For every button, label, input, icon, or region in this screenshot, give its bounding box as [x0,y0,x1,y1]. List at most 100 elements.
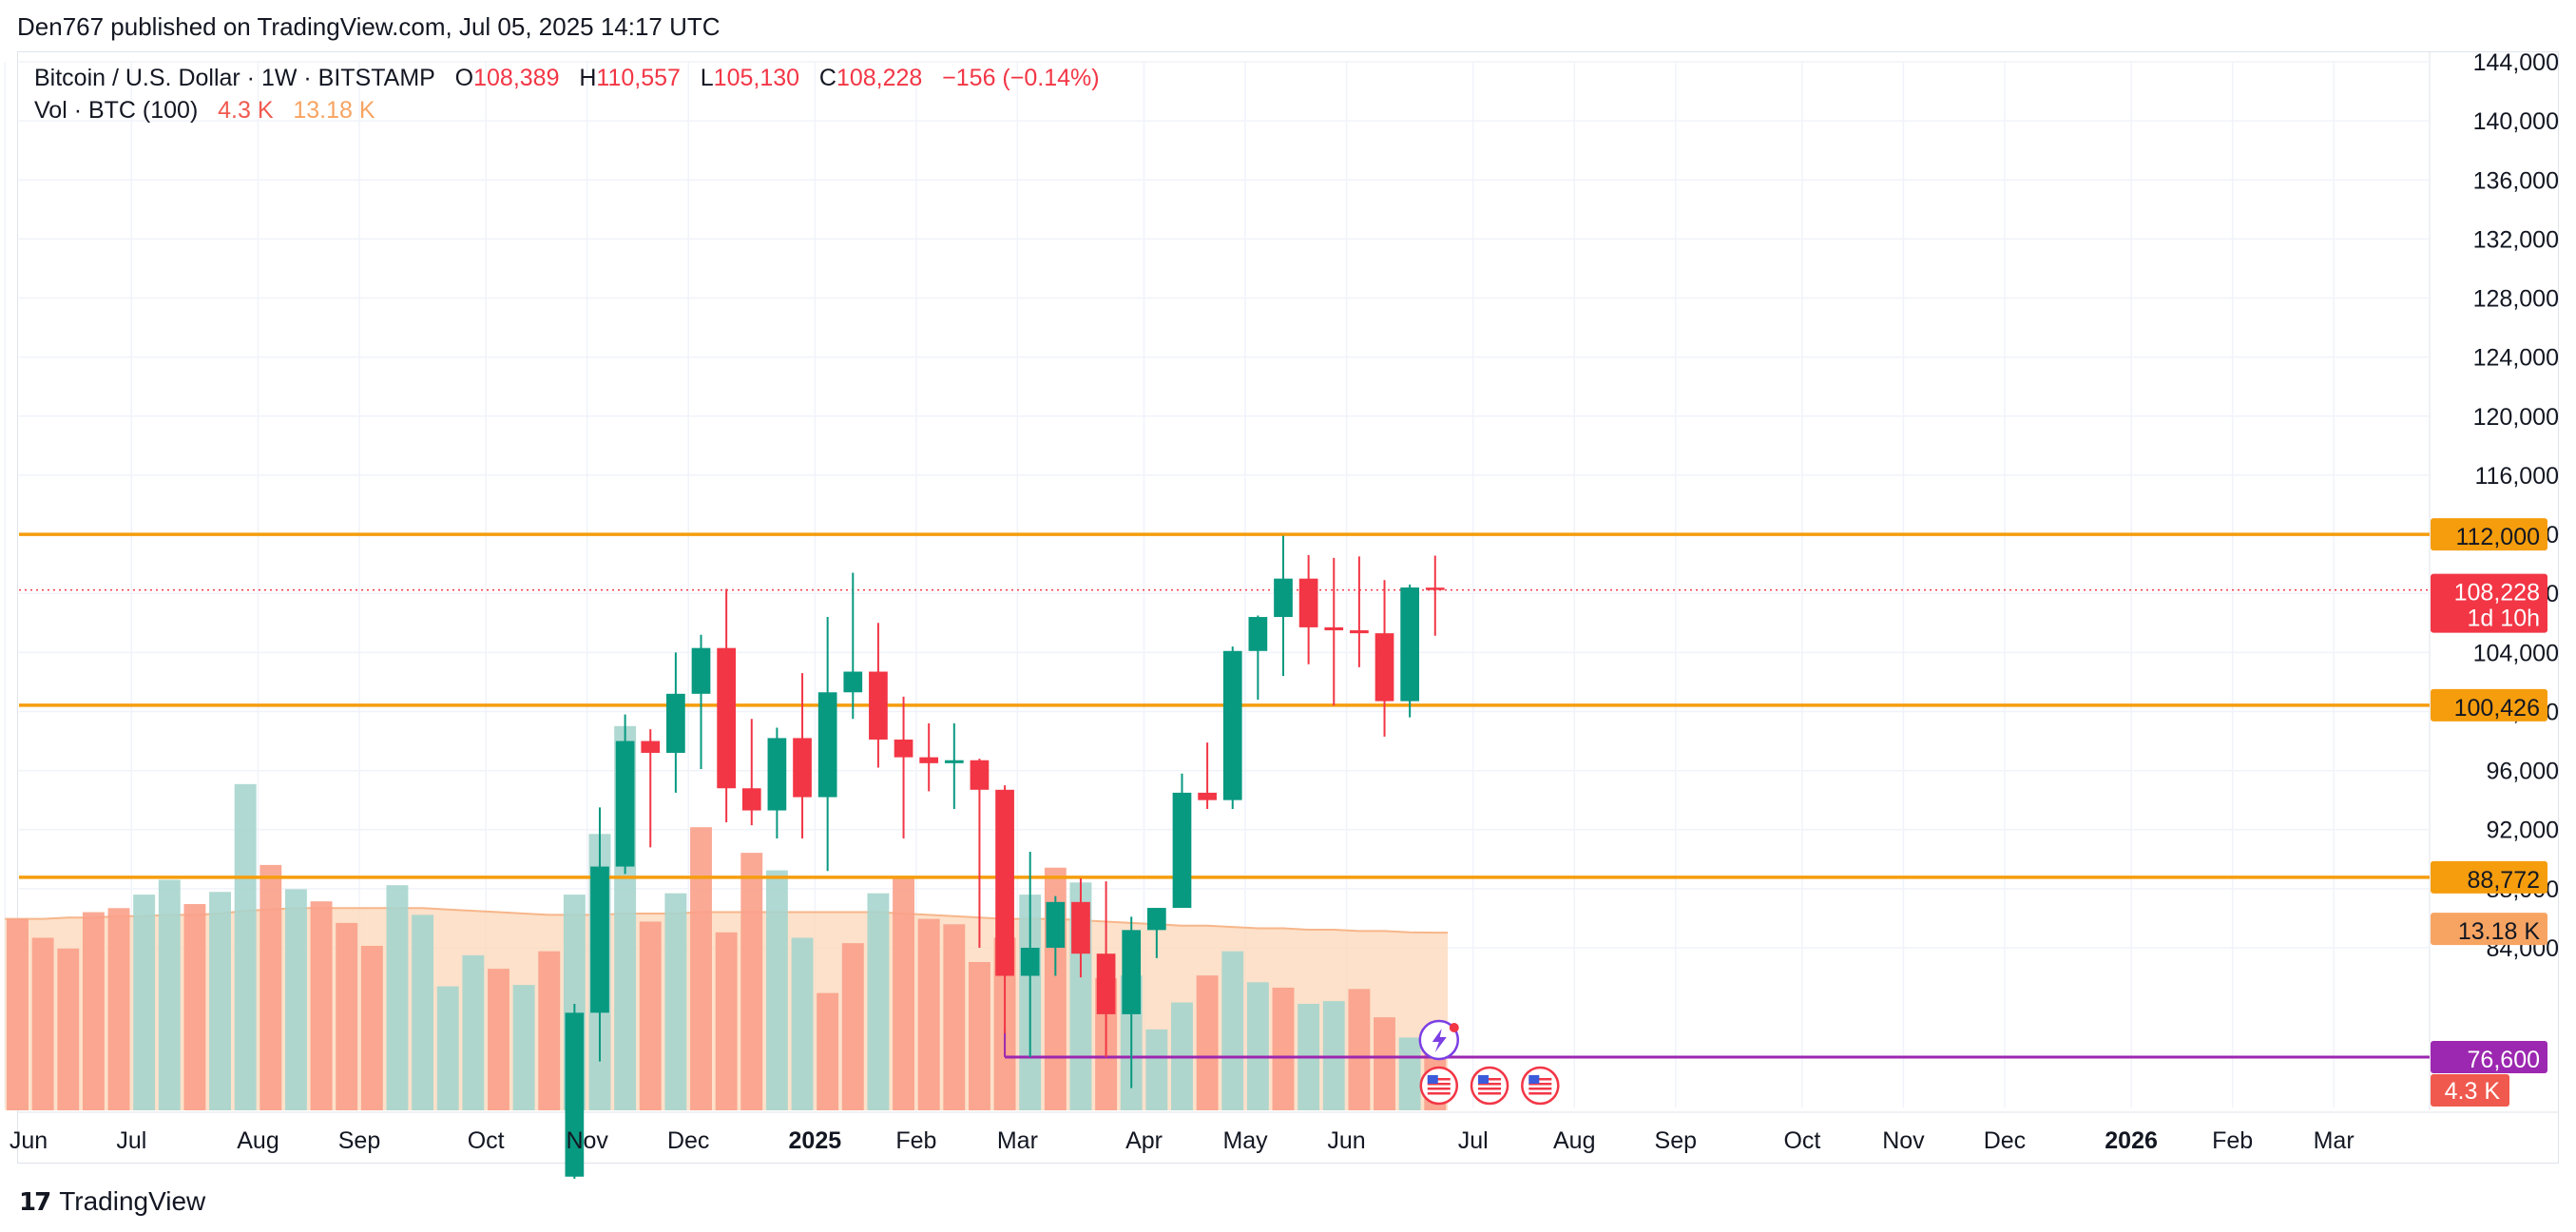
candle-up [1046,901,1066,948]
time-tick-label: 2026 [2105,1127,2158,1154]
candle-down [793,738,812,798]
candle-up [1400,587,1420,702]
us-economic-event-icon [1470,1066,1509,1106]
volume-bar [310,901,333,1110]
time-tick-label: Feb [895,1127,936,1154]
us-flag-stripe [1427,1078,1451,1081]
volume-ma-badge-bg [2431,913,2547,946]
candle-up [1222,650,1242,800]
volume-bar [336,922,358,1110]
price-tick-label: 120,000 [2473,404,2559,431]
us-flag-stripe [1478,1078,1502,1081]
volume-bar [360,945,383,1110]
volume-bar [893,876,915,1110]
candle-down [970,760,990,790]
volume-bar [538,951,561,1110]
symbol-label[interactable]: Bitcoin / U.S. Dollar · 1W · BITSTAMP [34,65,435,91]
us-flag-canton [1427,1075,1438,1084]
lightning-bolt-glyph [1432,1029,1447,1052]
price-tick-label: 104,000 [2473,640,2559,666]
last-price-badge-bg [2431,573,2547,633]
volume-bar [462,954,485,1110]
candle-up [615,741,635,867]
volume-value: 4.3 K [218,97,274,124]
volume-ma-value: 13.18 K [293,97,375,124]
volume-bar [7,918,29,1110]
candle-up [1274,578,1293,618]
candle-down [894,739,913,758]
candle-down [919,757,939,763]
candle-up [590,866,609,1013]
resistance-112000-badge-text: 112,000 [2455,524,2540,550]
time-tick-label: Apr [1125,1127,1163,1154]
price-tick-label: 132,000 [2473,226,2559,253]
us-flag-stripe [1528,1092,1552,1095]
open-label: O [454,65,474,91]
volume-bar [867,893,890,1110]
volume-bar [1398,1037,1421,1110]
candle-down [717,647,736,789]
level-100426-badge-bg [2431,688,2547,722]
volume-bar [664,893,687,1110]
candle-up [565,1012,585,1177]
time-tick-label: Feb [2212,1127,2253,1154]
us-flag-stripe [1478,1083,1502,1086]
us-economic-event-icon [1521,1066,1560,1106]
candle-down [1350,630,1369,634]
us-flag-stripe [1528,1083,1552,1086]
time-tick-label: Jul [1458,1127,1489,1154]
candle-down [741,788,761,811]
us-flag-stripe [1427,1092,1451,1095]
high-label: H [579,65,597,91]
volume-bar [57,948,80,1110]
us-flag-canton [1478,1075,1490,1084]
volume-bar [209,892,231,1110]
candle-down [1425,587,1445,590]
volume-last-badge-bg [2431,1074,2509,1107]
last-price-badge-text: 108,228 [2454,580,2540,606]
volume-bar [968,962,990,1110]
candle-up [944,760,964,763]
us-economic-event-icon [1419,1066,1459,1106]
volume-bar [1246,982,1269,1110]
resistance-112000-badge-bg [2431,518,2547,551]
volume-bar [817,992,839,1110]
support-badge-bg [2431,1040,2547,1073]
volume-bar [1221,951,1244,1110]
time-tick-label: Mar [2314,1127,2355,1154]
volume-bar [1145,1029,1168,1110]
level-88772-badge-bg [2431,860,2547,894]
volume-bar [765,870,788,1110]
chart-canvas[interactable]: 84,00088,00092,00096,000100,000104,00010… [0,0,2576,1179]
footer-branding[interactable]: 𝟭𝟳 TradingView [19,1184,205,1219]
time-tick-label: Dec [1984,1127,2026,1154]
time-tick-label: Nov [1882,1127,1925,1154]
candle-up [1020,948,1040,976]
low-value: 105,130 [713,65,800,91]
price-tick-label: 92,000 [2487,818,2559,844]
volume-bar [31,937,54,1110]
candle-up [691,647,711,694]
volume-bar [284,889,307,1110]
time-tick-label: Oct [468,1127,505,1154]
candle-down [641,741,661,753]
time-tick-label: Oct [1783,1127,1820,1154]
volume-bar [234,783,257,1110]
price-tick-label: 116,000 [2474,463,2559,490]
volume-bar [82,912,105,1110]
last-price-badge-text: 1d 10h [2468,606,2540,632]
level-88772-badge-text: 88,772 [2468,867,2540,894]
candle-up [666,693,685,753]
volume-bar [158,879,181,1110]
us-flag-canton [1528,1075,1540,1084]
close-label: C [818,65,836,91]
volume-bar [1196,975,1219,1110]
time-tick-label: Jul [116,1127,146,1154]
chart-frame[interactable] [17,51,2559,1164]
volume-bar [841,943,864,1110]
volume-label[interactable]: Vol · BTC (100) [34,97,199,124]
volume-bar [639,921,662,1110]
time-tick-label: Jun [1327,1127,1365,1154]
candle-up [843,671,863,693]
candle-down [1071,901,1090,954]
